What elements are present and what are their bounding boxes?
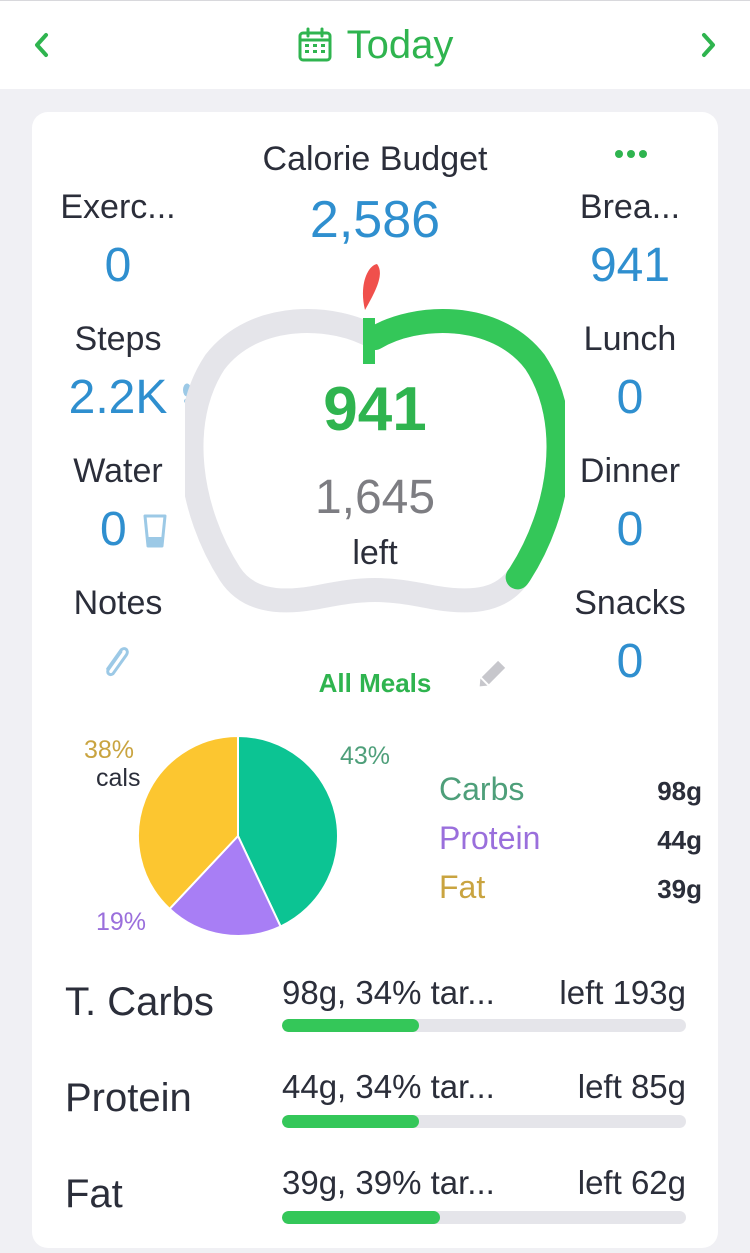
lunch-value[interactable]: 0: [616, 371, 644, 424]
pie-label-protein: 19%: [96, 908, 147, 936]
pie-annotation-cals: cals: [96, 764, 141, 792]
paperclip-icon[interactable]: [100, 642, 130, 687]
page-title: Today: [346, 22, 454, 67]
target-label: Fat: [65, 1172, 123, 1216]
target-progress-bar: [282, 1211, 686, 1224]
macro-pie-chart: [137, 734, 339, 937]
lunch-label: Lunch: [583, 320, 677, 358]
snacks-value[interactable]: 0: [616, 635, 644, 688]
target-label: T. Carbs: [65, 980, 214, 1024]
target-left: left 193g: [559, 974, 686, 1011]
date-title[interactable]: Today: [0, 1, 750, 89]
legend-protein-grams: 44g: [657, 825, 702, 855]
all-meals-link[interactable]: All Meals: [318, 668, 432, 698]
breakfast-label: Brea...: [579, 188, 681, 226]
breakfast-value[interactable]: 941: [589, 239, 671, 292]
legend-carbs: Carbs: [439, 771, 525, 807]
legend-fat-grams: 39g: [657, 874, 702, 904]
legend-protein: Protein: [439, 820, 541, 856]
pie-slice-carbs: [237, 734, 339, 928]
calorie-ring: [185, 264, 565, 613]
target-progress-bar: [282, 1115, 686, 1128]
target-progress-fill: [282, 1211, 440, 1224]
pie-slice-fat: [137, 734, 239, 911]
pie-label-carbs: 43%: [340, 742, 391, 770]
prev-day-button[interactable]: [24, 23, 64, 67]
legend-fat: Fat: [439, 869, 486, 905]
target-progress-fill: [282, 1019, 420, 1032]
water-value[interactable]: 0: [100, 503, 127, 556]
dinner-label: Dinner: [579, 452, 681, 490]
snacks-label: Snacks: [574, 584, 686, 622]
target-summary: 98g, 34% tar...: [282, 974, 495, 1011]
dinner-value[interactable]: 0: [616, 503, 644, 556]
next-day-button[interactable]: [686, 23, 726, 67]
calories-eaten[interactable]: 941: [323, 375, 427, 444]
target-progress-bar: [282, 1019, 686, 1032]
calories-remaining: 1,645: [314, 471, 436, 524]
target-left: left 85g: [577, 1068, 686, 1105]
steps-label: Steps: [74, 320, 162, 358]
target-summary: 39g, 39% tar...: [282, 1164, 495, 1201]
pencil-icon[interactable]: [474, 658, 508, 697]
water-label: Water: [73, 452, 163, 490]
exercise-value[interactable]: 0: [104, 239, 132, 292]
apple-ring-progress: [185, 309, 565, 613]
pie-label-fat: 38%: [84, 736, 135, 764]
water-glass-icon[interactable]: [142, 513, 168, 554]
apple-ring-start-cap: [363, 318, 375, 364]
target-label: Protein: [65, 1076, 192, 1120]
target-left: left 62g: [577, 1164, 686, 1201]
summary-card: Calorie Budget 2,586 Exerc... 0 Steps 2.…: [32, 112, 718, 1248]
target-summary: 44g, 34% tar...: [282, 1068, 495, 1105]
legend-carbs-grams: 98g: [657, 776, 702, 806]
notes-label: Notes: [73, 584, 163, 622]
target-progress-fill: [282, 1115, 420, 1128]
more-dots-icon: [615, 150, 647, 158]
calories-left-suffix: left: [352, 534, 398, 572]
steps-value[interactable]: 2.2K: [68, 371, 168, 424]
calorie-budget-value[interactable]: 2,586: [309, 191, 441, 249]
header-bar: Today: [0, 0, 750, 89]
chevron-left-icon: [35, 33, 48, 57]
pie-slice-protein: [168, 834, 282, 937]
chevron-right-icon: [702, 33, 715, 57]
more-options-button[interactable]: [611, 146, 651, 162]
apple-leaf-icon: [362, 264, 380, 310]
calendar-icon: [298, 27, 332, 62]
calorie-budget-label: Calorie Budget: [262, 140, 488, 178]
exercise-label: Exerc...: [60, 188, 176, 226]
